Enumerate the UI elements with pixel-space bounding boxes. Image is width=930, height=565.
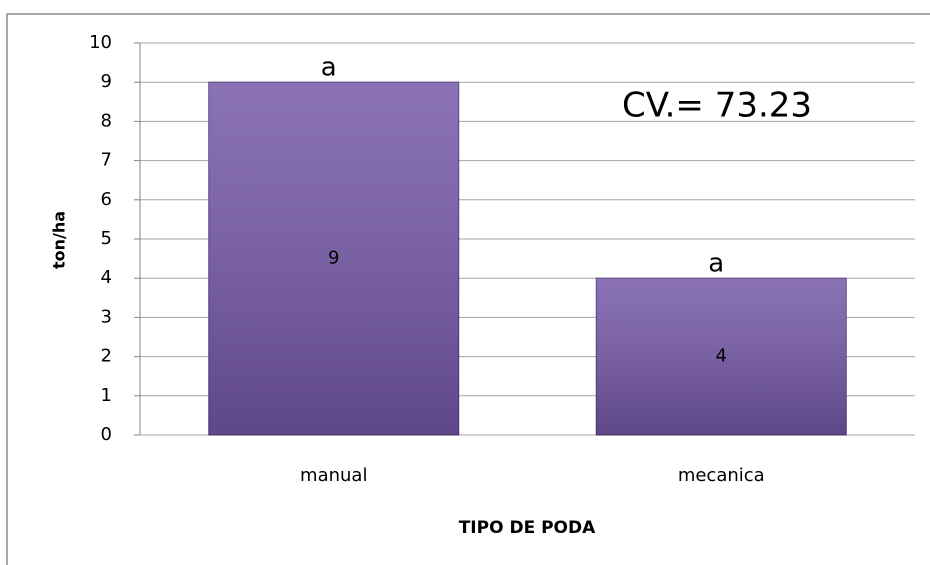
annotation: CV.= 73.23 xyxy=(622,86,812,126)
bar-shading xyxy=(208,82,459,435)
y-tick-label: 4 xyxy=(101,267,112,288)
y-tick-label: 0 xyxy=(101,424,112,445)
bar-annotation: a xyxy=(321,53,337,83)
y-tick-label: 7 xyxy=(101,150,112,171)
y-tick-label: 5 xyxy=(101,228,112,249)
y-tick-label: 9 xyxy=(101,71,112,92)
y-tick-label: 6 xyxy=(101,189,112,210)
y-axis-label: ton/ha xyxy=(50,211,69,269)
y-tick-label: 8 xyxy=(101,110,112,131)
bar-shading xyxy=(596,278,847,435)
data-label: 4 xyxy=(716,346,727,367)
y-tick-label: 2 xyxy=(101,346,112,367)
chart-frame xyxy=(6,13,930,565)
x-tick-label: manual xyxy=(300,465,367,486)
y-tick-label: 3 xyxy=(101,306,112,327)
y-tick-label: 1 xyxy=(101,385,112,406)
x-axis-label: TIPO DE PODA xyxy=(459,518,596,538)
bar-annotation: a xyxy=(708,249,724,279)
x-tick-label: mecanica xyxy=(678,465,765,486)
y-tick-label: 10 xyxy=(89,32,112,53)
data-label: 9 xyxy=(328,248,339,269)
